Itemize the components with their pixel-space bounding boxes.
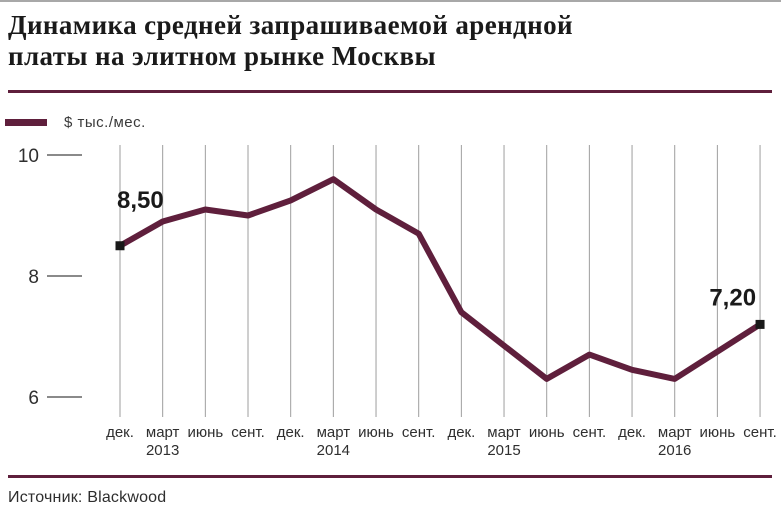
line-chart: 10 8 6 8,50 7,20 дек. март июнь сент. дек. март июн… xyxy=(0,142,781,467)
point-value-label: 7,20 xyxy=(709,284,756,311)
x-tick-label: март xyxy=(146,424,180,441)
x-tick-label: июнь xyxy=(358,424,394,441)
x-tick-label: март xyxy=(487,424,521,441)
year-label: 2016 xyxy=(658,442,691,459)
x-tick-label: июнь xyxy=(529,424,565,441)
y-tick-label: 6 xyxy=(28,388,39,409)
x-tick-label: март xyxy=(658,424,692,441)
x-tick-label: сент. xyxy=(743,424,777,441)
x-tick-label: дек. xyxy=(447,424,475,441)
x-tick-label: дек. xyxy=(106,424,134,441)
x-tick-label: дек. xyxy=(277,424,305,441)
source-credit: Источник: Blackwood xyxy=(8,489,167,506)
point-value-label: 8,50 xyxy=(117,187,164,214)
year-label: 2015 xyxy=(487,442,520,459)
chart-title-line1: Динамика средней запрашиваемой арендной xyxy=(8,10,573,40)
year-label: 2013 xyxy=(146,442,179,459)
legend: $ тыс./мес. xyxy=(5,113,146,131)
point-marker xyxy=(755,319,765,329)
point-marker xyxy=(115,241,125,251)
legend-line-swatch xyxy=(5,118,47,126)
y-axis: 10 8 6 xyxy=(18,146,82,409)
chart-title: Динамика средней запрашиваемой арендной … xyxy=(8,10,773,72)
x-tick-label: июнь xyxy=(187,424,223,441)
x-tick-label: дек. xyxy=(618,424,646,441)
x-tick-label: июнь xyxy=(700,424,736,441)
y-tick-label: 10 xyxy=(18,146,39,167)
x-tick-label: сент. xyxy=(402,424,436,441)
top-divider xyxy=(8,90,772,93)
x-tick-label: сент. xyxy=(573,424,607,441)
point-labels: 8,50 7,20 xyxy=(115,187,765,329)
series-line xyxy=(118,176,762,382)
x-tick-label: сент. xyxy=(231,424,265,441)
chart-title-line2: платы на элитном рынке Москвы xyxy=(8,41,436,71)
legend-label: $ тыс./мес. xyxy=(64,113,146,131)
x-axis: дек. март июнь сент. дек. март июнь сент. дек. ма… xyxy=(106,424,777,459)
bottom-divider xyxy=(8,475,772,478)
year-label: 2014 xyxy=(317,442,350,459)
x-tick-label: март xyxy=(317,424,351,441)
y-tick-label: 8 xyxy=(28,267,39,288)
